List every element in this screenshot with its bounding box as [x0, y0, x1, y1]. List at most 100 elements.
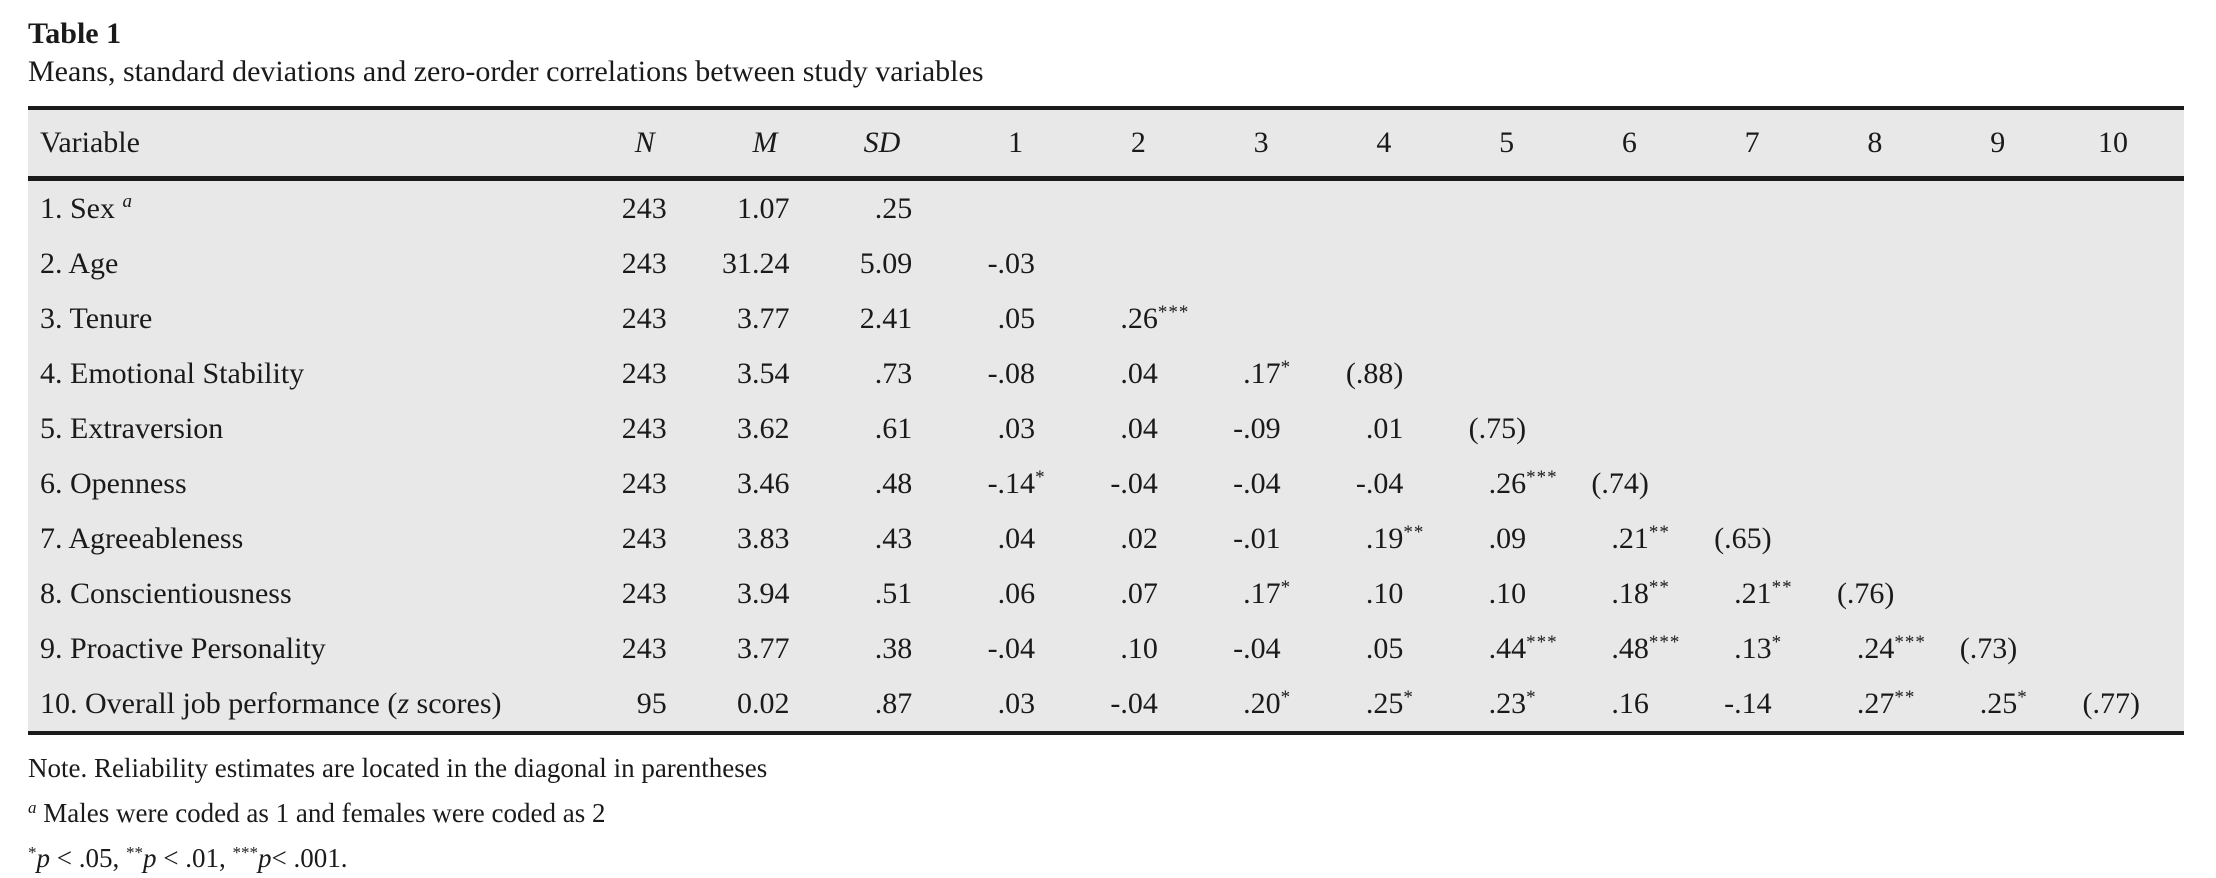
value-cell: .20* — [1243, 686, 1292, 720]
value-cell: .05 — [1365, 631, 1404, 665]
value-cell: 3.54 — [737, 356, 790, 390]
value-cell: .03 — [997, 411, 1036, 445]
table-note-line: a Males were coded as 1 and females were… — [28, 798, 606, 828]
column-header: N — [588, 108, 711, 181]
header-row: Variable N M SD 1 2 3 4 5 6 7 8 9 10 — [28, 108, 2184, 181]
value-cell: 3.77 — [737, 301, 790, 335]
variable-cell: 4. Emotional Stability — [40, 356, 305, 390]
value-cell: (.76) — [1836, 576, 1895, 610]
value-cell — [1938, 566, 2061, 621]
value-cell: .13* — [1734, 631, 1783, 665]
value-cell — [1816, 291, 1939, 346]
value-cell: (.73) — [1959, 631, 2018, 665]
value-cell: -.01 — [1233, 521, 1281, 555]
value-cell: .61 — [874, 411, 913, 445]
correlations-table: Variable N M SD 1 2 3 4 5 6 7 8 9 10 1. Sex a 243 1.07.… — [28, 106, 2184, 735]
table-row: 7. Agreeableness 243 3.83 .43 .04 .02 -.01 .19*… — [28, 511, 2184, 566]
value-cell — [1325, 236, 1448, 291]
value-cell — [1447, 291, 1570, 346]
value-cell: .27** — [1856, 686, 1916, 720]
value-cell — [1938, 291, 2061, 346]
table-body: 1. Sex a 243 1.07 .25 2. Age 243 31.24 5.09 -.03… — [28, 179, 2184, 734]
value-cell — [1938, 346, 2061, 401]
superscript-marker: * — [28, 843, 37, 862]
value-cell: .51 — [874, 576, 913, 610]
column-header: 4 — [1324, 108, 1448, 181]
value-cell — [1325, 291, 1448, 346]
column-header: M — [710, 108, 834, 181]
variable-cell: 1. Sex a — [40, 191, 132, 225]
column-header: 6 — [1570, 108, 1693, 181]
value-cell — [2061, 456, 2184, 511]
column-header: SD — [833, 108, 957, 181]
value-cell: .38 — [874, 631, 913, 665]
value-cell: 2.41 — [859, 301, 913, 335]
variable-cell: 6. Openness — [40, 466, 187, 500]
value-cell: 243 — [621, 466, 667, 500]
value-cell — [1938, 511, 2061, 566]
value-cell — [2061, 346, 2184, 401]
table-note-line: Note. Reliability estimates are located … — [28, 753, 768, 783]
value-cell — [1202, 291, 1325, 346]
value-cell: .04 — [1120, 411, 1158, 445]
value-cell: .04 — [1120, 356, 1158, 390]
value-cell: .02 — [1120, 521, 1158, 555]
value-cell: -.03 — [987, 246, 1036, 280]
value-cell: 3.83 — [737, 521, 790, 555]
value-cell: 243 — [621, 246, 667, 280]
table-caption: Means, standard deviations and zero-orde… — [28, 55, 984, 88]
value-cell — [1938, 456, 2061, 511]
table-row: 10. Overall job performance (z scores) 95… — [28, 676, 2184, 733]
value-cell: .03 — [997, 686, 1036, 720]
value-cell — [2061, 511, 2184, 566]
value-cell: .17* — [1243, 576, 1292, 610]
value-cell — [1816, 456, 1939, 511]
value-cell — [1570, 179, 1693, 237]
value-cell — [1938, 179, 2061, 237]
value-cell: (.88) — [1345, 356, 1404, 390]
value-cell: (.74) — [1591, 466, 1649, 500]
value-cell — [2061, 291, 2184, 346]
value-cell: .44*** — [1488, 631, 1558, 665]
table-row: 2. Age 243 31.24 5.09 -.03 — [28, 236, 2184, 291]
column-header: Variable — [28, 108, 588, 181]
value-cell: 243 — [621, 356, 667, 390]
value-cell: 3.77 — [737, 631, 790, 665]
value-cell — [1816, 236, 1939, 291]
value-cell: .26*** — [1488, 466, 1558, 500]
value-cell: (.65) — [1714, 521, 1772, 555]
value-cell: -.09 — [1233, 411, 1281, 445]
column-header: 10 — [2061, 108, 2184, 181]
variable-cell: 2. Age — [40, 246, 119, 280]
value-cell: -.08 — [987, 356, 1036, 390]
column-header: 7 — [1692, 108, 1816, 181]
value-cell: 243 — [621, 191, 667, 225]
value-cell — [1816, 401, 1939, 456]
value-cell: .04 — [997, 521, 1036, 555]
variable-cell: 9. Proactive Personality — [40, 631, 326, 665]
column-header: 2 — [1079, 108, 1202, 181]
value-cell — [1693, 291, 1816, 346]
value-cell: .48*** — [1611, 631, 1681, 665]
value-cell — [1938, 236, 2061, 291]
value-cell — [1693, 236, 1816, 291]
superscript-marker: a — [28, 798, 37, 817]
value-cell — [1447, 179, 1570, 237]
value-cell — [1079, 236, 1202, 291]
value-cell: .18** — [1611, 576, 1670, 610]
value-cell — [1325, 179, 1448, 237]
value-cell — [1693, 346, 1816, 401]
value-cell: .25* — [1365, 686, 1414, 720]
value-cell: 31.24 — [722, 246, 790, 280]
value-cell: 5.09 — [859, 246, 913, 280]
value-cell: 95 — [636, 686, 667, 720]
value-cell — [956, 179, 1079, 237]
value-cell — [1570, 346, 1693, 401]
value-cell: 243 — [621, 411, 667, 445]
value-cell: 243 — [621, 576, 667, 610]
value-cell: .21** — [1734, 576, 1793, 610]
table-row: 9. Proactive Personality 243 3.77 .38 -.04 .1… — [28, 621, 2184, 676]
variable-cell: 7. Agreeableness — [40, 521, 244, 555]
value-cell: 243 — [621, 521, 667, 555]
value-cell: .25* — [1979, 686, 2028, 720]
